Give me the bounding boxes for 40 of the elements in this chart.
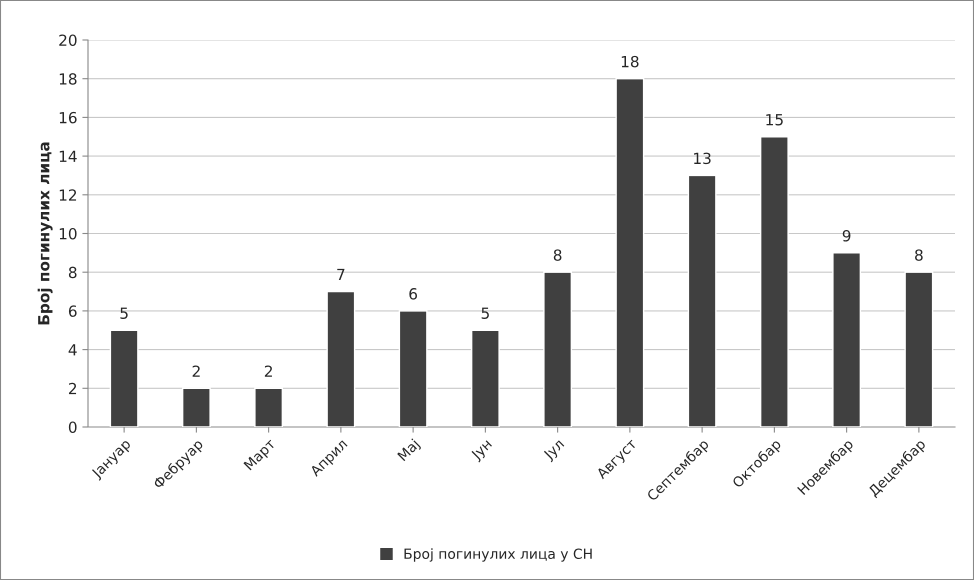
x-tick-label: Мај <box>396 438 422 464</box>
y-tick-label: 14 <box>60 150 77 162</box>
y-tick-label: 8 <box>68 266 77 278</box>
bar <box>326 290 356 427</box>
data-label: 7 <box>337 268 344 280</box>
y-axis-title: Број погинулих лица <box>38 142 53 324</box>
bar <box>904 272 934 427</box>
bar <box>543 272 572 427</box>
y-tick-label: 16 <box>60 112 77 124</box>
y-tick-label: 20 <box>59 34 77 46</box>
data-label: 9 <box>842 230 850 242</box>
bar <box>182 388 211 427</box>
y-tick-label: 0 <box>68 421 77 434</box>
y-tick-label: 10 <box>60 228 77 240</box>
bar <box>254 388 284 427</box>
data-label: 6 <box>409 288 418 300</box>
data-label: 2 <box>264 365 272 377</box>
y-tick-label: 4 <box>68 344 77 356</box>
bar <box>615 78 644 427</box>
bar <box>398 310 428 427</box>
data-label: 5 <box>482 308 489 319</box>
x-tick-label: Јул <box>542 438 566 462</box>
bar <box>688 174 717 427</box>
data-label: 18 <box>622 56 639 68</box>
data-label: 15 <box>766 114 783 126</box>
bar <box>760 136 789 427</box>
x-tick-label: Јун <box>470 438 494 463</box>
data-label: 8 <box>915 249 923 261</box>
data-label: 2 <box>192 365 200 377</box>
bar <box>470 330 500 427</box>
y-tick-label: 18 <box>60 73 77 85</box>
y-tick-label: 6 <box>68 305 77 317</box>
data-label: 13 <box>694 152 711 164</box>
y-tick-label: 2 <box>68 382 76 394</box>
legend-label: Број погинулих лица у СН <box>404 548 592 562</box>
bar <box>110 330 139 427</box>
y-tick-label: 12 <box>60 189 76 201</box>
bar <box>832 252 862 427</box>
data-label: 5 <box>120 308 128 319</box>
data-label: 8 <box>554 249 562 261</box>
